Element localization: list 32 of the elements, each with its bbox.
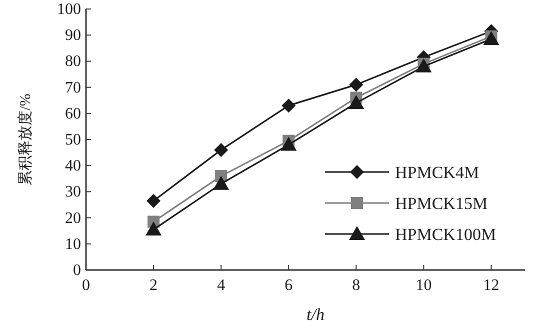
point [213,176,230,190]
x-tick-label: 4 [217,277,226,294]
y-tick-label: 40 [65,158,81,175]
y-tick-label: 0 [73,262,81,279]
point [282,98,296,113]
y-tick-label: 30 [65,184,81,201]
point [214,142,228,157]
point [280,136,297,151]
y-tick-label: 100 [57,1,81,18]
y-tick-label: 70 [65,79,81,96]
x-axis-title: t/h [306,305,324,324]
x-tick-label: 6 [284,277,293,294]
y-tick-label: 80 [65,53,81,70]
point [348,94,364,109]
y-tick-label: 50 [65,132,81,148]
x-tick-label: 10 [416,277,432,294]
y-axis-title: 累积释放度/% [17,94,34,186]
legend-label: HPMCK15M [395,194,488,213]
x-tick-label: 8 [352,277,360,294]
legend-label: HPMCK4M [395,163,480,182]
point [349,78,364,92]
y-tick-label: 10 [65,236,81,253]
y-tick-label: 60 [65,105,81,122]
x-tick-label: 2 [150,277,158,294]
point [146,222,162,236]
y-tick-label: 90 [65,27,81,44]
x-tick-label: 12 [483,277,500,294]
point [146,194,161,208]
y-tick-label: 20 [65,210,81,227]
point [416,58,432,72]
point [483,31,500,46]
legend-label: HPMCK100M [395,225,496,244]
